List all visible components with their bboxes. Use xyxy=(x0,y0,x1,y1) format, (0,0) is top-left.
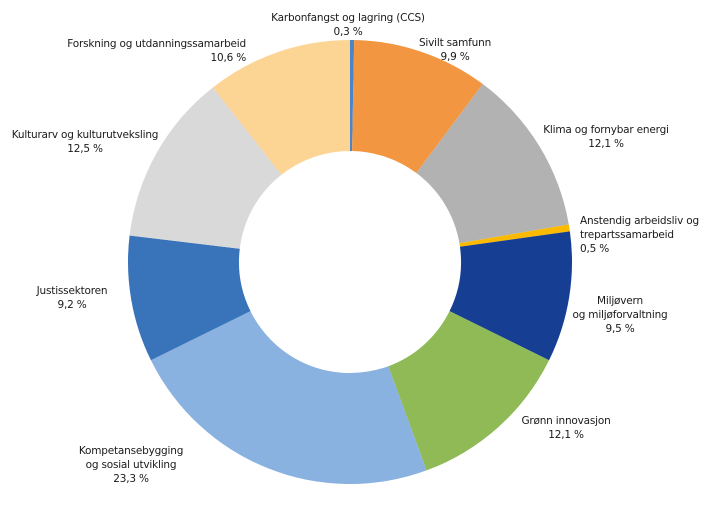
label-miljo-name-1: Miljøvern xyxy=(597,295,643,307)
label-kulturarv-name: Kulturarv og kulturutveksling xyxy=(11,129,159,141)
donut-slice-6 xyxy=(150,311,427,484)
label-justis-name: Justissektoren xyxy=(36,285,108,297)
label-ccs-value: 0,3 % xyxy=(333,26,363,38)
donut-slice-3 xyxy=(459,224,570,247)
label-klima-name: Klima og fornybar energi xyxy=(543,124,669,136)
donut-slice-2 xyxy=(416,84,569,244)
label-klima: Klima og fornybar energi 12,1 % xyxy=(543,123,669,151)
label-gronn-name: Grønn innovasjon xyxy=(521,415,611,427)
label-justis-value: 9,2 % xyxy=(57,299,87,311)
donut-slice-1 xyxy=(352,40,483,174)
label-kompetanse-value: 23,3 % xyxy=(113,473,149,485)
label-miljovern: Miljøvern og miljøforvaltning 9,5 % xyxy=(572,294,667,336)
label-forskning-name: Forskning og utdanningssamarbeid xyxy=(67,38,246,50)
donut-slice-7 xyxy=(128,235,251,361)
label-kulturarv: Kulturarv og kulturutveksling 12,5 % xyxy=(12,128,159,156)
label-anstendig-value: 0,5 % xyxy=(580,243,610,255)
donut-slice-5 xyxy=(388,311,550,471)
label-anstendig: Anstendig arbeidsliv og trepartssamarbei… xyxy=(580,214,699,256)
label-anstendig-name-2: trepartssamarbeid xyxy=(580,229,674,241)
label-gronn-value: 12,1 % xyxy=(548,429,584,441)
label-miljo-name-2: og miljøforvaltning xyxy=(572,309,668,321)
label-kompetansebygging: Kompetansebygging og sosial utvikling 23… xyxy=(78,444,184,486)
label-forskning-value: 10,6 % xyxy=(210,52,247,64)
label-justissektoren: Justissektoren 9,2 % xyxy=(37,284,108,312)
label-kompetanse-name-2: og sosial utvikling xyxy=(85,459,177,471)
donut-slice-9 xyxy=(212,40,350,175)
label-sivilt-samfunn: Sivilt samfunn 9,9 % xyxy=(419,36,491,64)
label-ccs-name: Karbonfangst og lagring (CCS) xyxy=(271,12,425,24)
label-kompetanse-name-1: Kompetansebygging xyxy=(78,445,184,457)
label-forskning: Forskning og utdanningssamarbeid 10,6 % xyxy=(67,37,246,65)
label-ccs: Karbonfangst og lagring (CCS) 0,3 % xyxy=(271,11,425,39)
donut-slice-0 xyxy=(350,40,355,152)
label-sivilt-name: Sivilt samfunn xyxy=(418,37,492,49)
donut-slices xyxy=(128,40,572,484)
donut-slice-8 xyxy=(129,87,282,249)
label-kulturarv-value: 12,5 % xyxy=(67,143,103,155)
label-gronn-innovasjon: Grønn innovasjon 12,1 % xyxy=(521,414,610,442)
donut-slice-4 xyxy=(449,231,572,361)
label-klima-value: 12,1 % xyxy=(588,138,624,150)
label-miljo-value: 9,5 % xyxy=(605,323,635,335)
label-sivilt-value: 9,9 % xyxy=(440,51,470,63)
label-anstendig-name-1: Anstendig arbeidsliv og xyxy=(580,215,699,227)
